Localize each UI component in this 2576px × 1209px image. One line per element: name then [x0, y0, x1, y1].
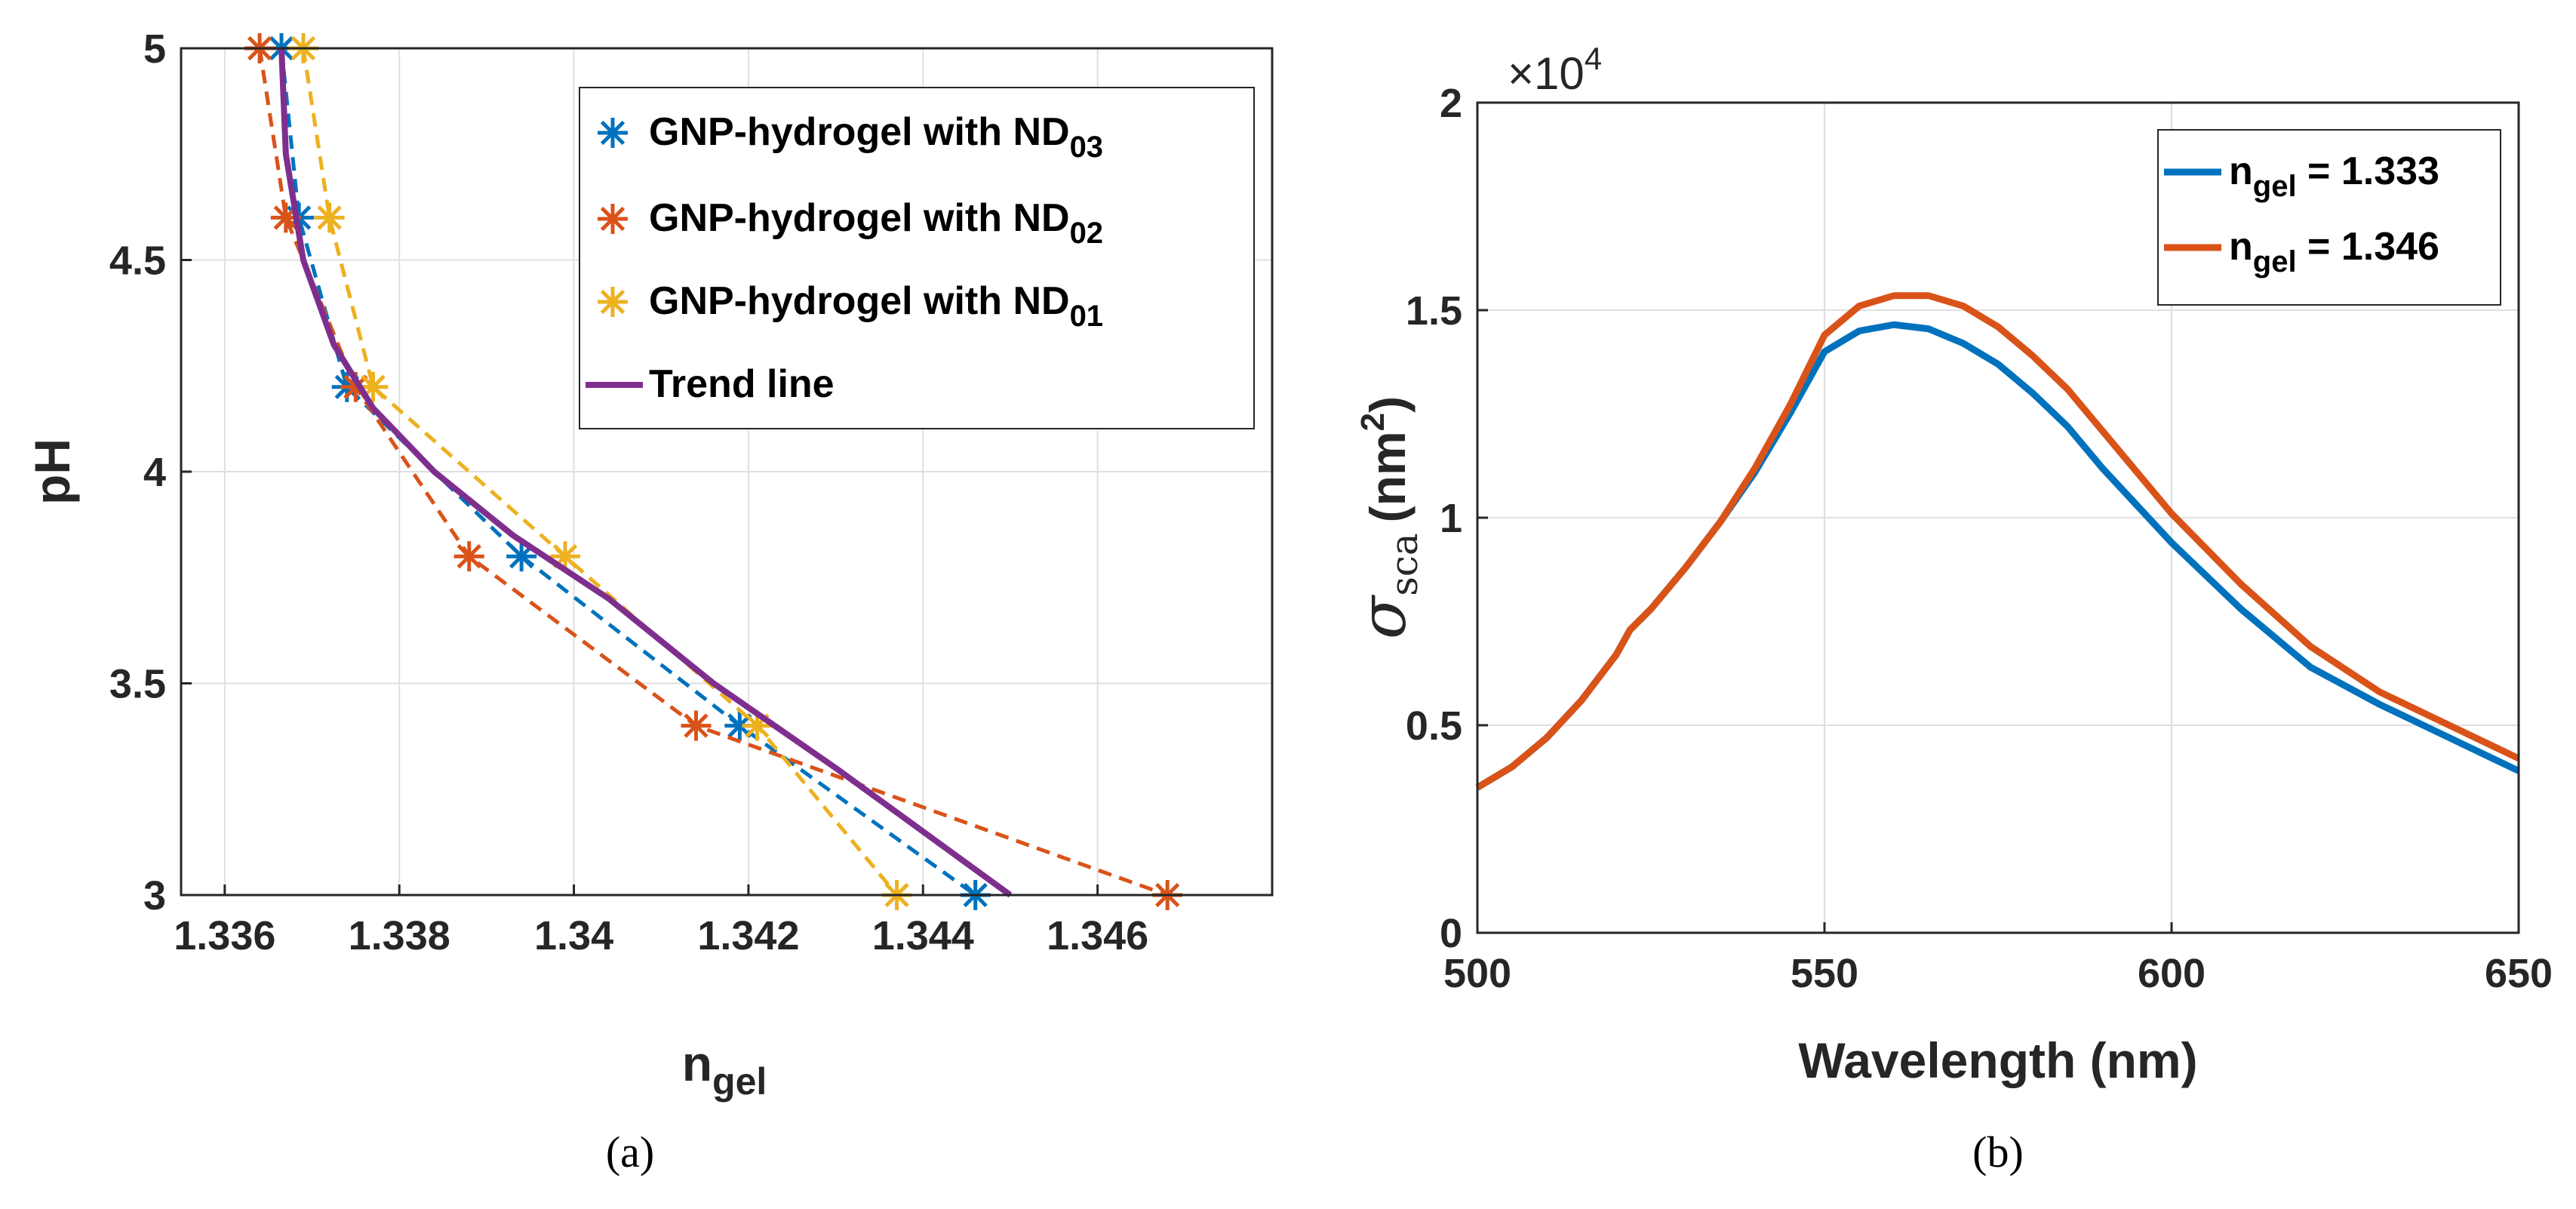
series-line-3: [301, 48, 899, 897]
y-tick-label: 3.5: [109, 662, 166, 707]
x-tick-label: 1.342: [697, 913, 799, 958]
legend-label-4: Trend line: [649, 362, 835, 406]
y-axis-label-b: σsca (nm2): [1346, 396, 1426, 639]
legend-marker-3: [598, 287, 628, 317]
y-tick-label: 2: [1440, 81, 1462, 126]
y-tick-label: 0.5: [1406, 703, 1462, 749]
legend-marker-1: [598, 118, 628, 148]
legend-label-3: GNP-hydrogel with ND01: [649, 279, 1103, 333]
chart-panel-a: 1.336 1.338 1.34 1.342 1.344 1.346 3 3.5 4 4.5 5 p…: [24, 26, 1274, 1177]
y-tick-label: 3: [143, 873, 166, 918]
series-line-2: [257, 48, 1169, 897]
x-tick-label: 1.336: [174, 913, 275, 958]
y-tick-label: 4: [143, 450, 166, 495]
data-point-2: [453, 541, 484, 572]
x-tick-label: 1.346: [1047, 913, 1148, 958]
y-tick-label: 1: [1440, 496, 1462, 541]
legend-label-2: GNP-hydrogel with ND02: [649, 196, 1103, 250]
x-tick-label: 550: [1791, 951, 1858, 996]
y-tick-label: 0: [1440, 911, 1462, 956]
legend-marker-2: [598, 204, 628, 234]
y-label-sub: sca: [1382, 533, 1426, 595]
legend-a: GNP-hydrogel with ND03 GNP-hydrogel with …: [579, 87, 1255, 429]
caption-b: (b): [1972, 1127, 2024, 1177]
series-line-1: [1475, 321, 2520, 791]
caption-a: (a): [606, 1127, 654, 1177]
series-line-2: [1475, 292, 2520, 791]
y-tick-label: 5: [143, 26, 166, 72]
legend-b-box: [2157, 129, 2501, 306]
y-label-unit: (nm: [1360, 431, 1416, 522]
x-tick-label: 600: [2138, 951, 2206, 996]
series-line-4: [278, 48, 1013, 898]
ticks-b: 500 550 600 650 0 0.5 1 1.5 2: [1406, 81, 2553, 996]
x-tick-label: 500: [1443, 951, 1511, 996]
y-label-unit-sup: 2: [1354, 413, 1391, 431]
x-tick-label: 1.338: [349, 913, 450, 958]
legend-label-2: ngel = 1.346: [2229, 225, 2439, 278]
legend-b: ngel = 1.333 ngel = 1.346: [2157, 129, 2501, 306]
x-axis-label-b: Wavelength (nm): [1798, 1032, 2197, 1088]
x-tick-label: 650: [2485, 951, 2553, 996]
x-tick-label: 1.34: [534, 913, 613, 958]
x-tick-label: 1.344: [872, 913, 974, 958]
multiplier-base: ×10: [1508, 48, 1585, 99]
legend-label-1: ngel = 1.333: [2229, 149, 2439, 203]
y-label-close: ): [1360, 396, 1416, 413]
exponent-multiplier: ×104: [1508, 41, 1602, 99]
legend-label-1: GNP-hydrogel with ND03: [649, 110, 1103, 164]
legend-a-box: [579, 87, 1255, 429]
series-b: [1475, 292, 2520, 791]
y-axis-label-a: pH: [24, 438, 80, 505]
y-tick-label: 1.5: [1406, 288, 1462, 334]
y-label-symbol: σ: [1346, 594, 1420, 639]
data-point-3: [314, 202, 345, 233]
x-axis-label-a-sub: gel: [712, 1060, 767, 1103]
x-axis-label-a: ngel: [682, 1035, 767, 1103]
y-tick-label: 4.5: [109, 238, 166, 284]
multiplier-exp: 4: [1585, 41, 1602, 76]
ticks-a: 1.336 1.338 1.34 1.342 1.344 1.346 3 3.5 4 4.5 5: [109, 26, 1148, 958]
data-point-2: [681, 710, 712, 741]
x-axis-label-a-main: n: [682, 1035, 712, 1091]
